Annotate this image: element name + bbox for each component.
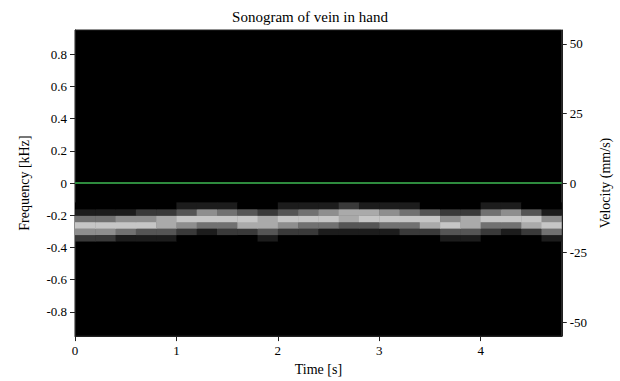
svg-text:50: 50 [570, 36, 583, 51]
svg-text:-0.6: -0.6 [46, 272, 67, 287]
svg-text:25: 25 [570, 106, 583, 121]
svg-text:0: 0 [72, 343, 79, 358]
svg-text:Sonogram of vein in hand: Sonogram of vein in hand [232, 9, 388, 25]
svg-text:-50: -50 [570, 315, 587, 330]
svg-text:-0.8: -0.8 [46, 304, 67, 319]
svg-text:-0.4: -0.4 [46, 240, 67, 255]
svg-text:3: 3 [376, 343, 383, 358]
svg-text:0.6: 0.6 [51, 79, 68, 94]
svg-text:-25: -25 [570, 245, 587, 260]
svg-text:0.4: 0.4 [51, 111, 68, 126]
svg-text:4: 4 [477, 343, 484, 358]
svg-text:0: 0 [570, 176, 577, 191]
svg-text:2: 2 [275, 343, 282, 358]
svg-text:0.2: 0.2 [51, 143, 67, 158]
svg-text:-0.2: -0.2 [46, 208, 67, 223]
svg-text:Frequency [kHz]: Frequency [kHz] [17, 135, 32, 230]
svg-text:1: 1 [173, 343, 180, 358]
svg-text:0: 0 [61, 176, 68, 191]
svg-text:0.8: 0.8 [51, 47, 67, 62]
svg-text:Time [s]: Time [s] [295, 362, 342, 377]
svg-text:Velocity (mm/s): Velocity (mm/s) [598, 137, 614, 228]
